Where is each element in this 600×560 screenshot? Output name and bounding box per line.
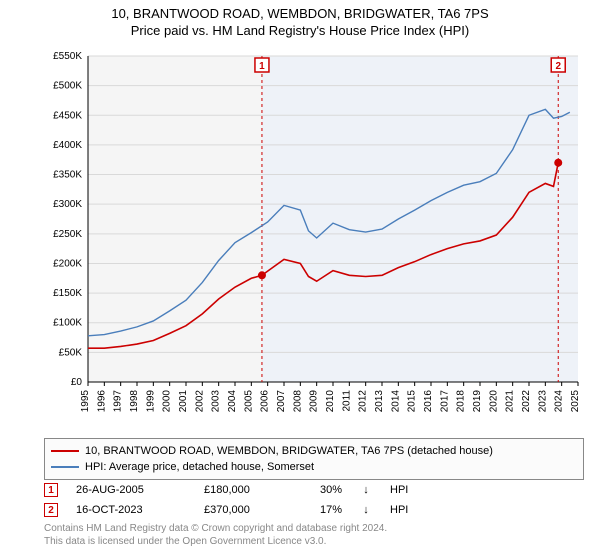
legend-swatch <box>51 450 79 452</box>
svg-text:2015: 2015 <box>407 390 418 413</box>
down-arrow-icon: ↓ <box>360 484 372 496</box>
svg-text:£250K: £250K <box>53 229 82 240</box>
svg-text:£200K: £200K <box>53 258 82 269</box>
svg-text:£100K: £100K <box>53 318 82 329</box>
titles: 10, BRANTWOOD ROAD, WEMBDON, BRIDGWATER,… <box>0 0 600 38</box>
annotation-date: 26-AUG-2005 <box>76 484 186 496</box>
footer-line: This data is licensed under the Open Gov… <box>44 535 584 548</box>
chart-title: 10, BRANTWOOD ROAD, WEMBDON, BRIDGWATER,… <box>0 6 600 21</box>
svg-text:£350K: £350K <box>53 170 82 181</box>
svg-text:2011: 2011 <box>341 390 352 412</box>
down-arrow-icon: ↓ <box>360 504 372 516</box>
svg-text:2019: 2019 <box>472 390 483 413</box>
svg-text:2025: 2025 <box>570 390 581 413</box>
svg-text:2007: 2007 <box>276 390 287 413</box>
svg-text:2020: 2020 <box>488 390 499 413</box>
chart-subtitle: Price paid vs. HM Land Registry's House … <box>0 23 600 38</box>
svg-text:£150K: £150K <box>53 288 82 299</box>
svg-text:1998: 1998 <box>129 390 140 413</box>
annotation-label: HPI <box>390 504 408 516</box>
svg-text:2006: 2006 <box>260 390 271 413</box>
svg-text:£50K: £50K <box>59 347 83 358</box>
svg-text:2001: 2001 <box>178 390 189 413</box>
svg-text:1997: 1997 <box>113 390 124 413</box>
chart-container: 10, BRANTWOOD ROAD, WEMBDON, BRIDGWATER,… <box>0 0 600 560</box>
annotation-price: £180,000 <box>204 484 284 496</box>
chart-svg: £0 £50K £100K £150K £200K £250K £300K £350K £400… <box>44 50 584 430</box>
legend: 10, BRANTWOOD ROAD, WEMBDON, BRIDGWATER,… <box>44 438 584 480</box>
svg-text:2018: 2018 <box>456 390 467 413</box>
legend-swatch <box>51 466 79 468</box>
svg-text:2008: 2008 <box>292 390 303 413</box>
legend-label: 10, BRANTWOOD ROAD, WEMBDON, BRIDGWATER,… <box>85 445 493 457</box>
svg-text:2022: 2022 <box>521 390 532 413</box>
annotation-label: HPI <box>390 484 408 496</box>
annotation-pct: 17% <box>302 504 342 516</box>
legend-item: 10, BRANTWOOD ROAD, WEMBDON, BRIDGWATER,… <box>51 443 577 459</box>
svg-text:2004: 2004 <box>227 390 238 413</box>
svg-text:1: 1 <box>259 61 265 72</box>
svg-text:2: 2 <box>555 61 561 72</box>
svg-text:2009: 2009 <box>309 390 320 413</box>
svg-text:2002: 2002 <box>194 390 205 413</box>
svg-text:2024: 2024 <box>554 390 565 413</box>
svg-text:1996: 1996 <box>96 390 107 413</box>
svg-text:£300K: £300K <box>53 199 82 210</box>
svg-text:1999: 1999 <box>145 390 156 413</box>
svg-text:£550K: £550K <box>53 51 82 62</box>
legend-label: HPI: Average price, detached house, Some… <box>85 461 314 473</box>
chart-plot: £0 £50K £100K £150K £200K £250K £300K £350K £400… <box>44 50 584 430</box>
annotation-price: £370,000 <box>204 504 284 516</box>
annotation-badge: 1 <box>44 483 58 497</box>
svg-text:£450K: £450K <box>53 110 82 121</box>
svg-text:2010: 2010 <box>325 390 336 413</box>
svg-text:£500K: £500K <box>53 81 82 92</box>
legend-item: HPI: Average price, detached house, Some… <box>51 459 577 475</box>
annotation-badge: 2 <box>44 503 58 517</box>
annotation-row: 2 16-OCT-2023 £370,000 17% ↓ HPI <box>44 500 584 520</box>
svg-text:2000: 2000 <box>162 390 173 413</box>
svg-text:2003: 2003 <box>211 390 222 413</box>
annotation-table: 1 26-AUG-2005 £180,000 30% ↓ HPI 2 16-OC… <box>44 480 584 520</box>
annotation-row: 1 26-AUG-2005 £180,000 30% ↓ HPI <box>44 480 584 500</box>
annotation-date: 16-OCT-2023 <box>76 504 186 516</box>
svg-text:£0: £0 <box>71 377 83 388</box>
svg-text:2012: 2012 <box>358 390 369 413</box>
svg-text:£400K: £400K <box>53 140 82 151</box>
svg-text:1995: 1995 <box>80 390 91 413</box>
svg-text:2014: 2014 <box>390 390 401 413</box>
svg-text:2016: 2016 <box>423 390 434 413</box>
svg-text:2023: 2023 <box>537 390 548 413</box>
annotation-pct: 30% <box>302 484 342 496</box>
footer: Contains HM Land Registry data © Crown c… <box>44 522 584 548</box>
footer-line: Contains HM Land Registry data © Crown c… <box>44 522 584 535</box>
svg-text:2005: 2005 <box>243 390 254 413</box>
svg-text:2017: 2017 <box>439 390 450 413</box>
svg-text:2021: 2021 <box>505 390 516 413</box>
svg-text:2013: 2013 <box>374 390 385 413</box>
